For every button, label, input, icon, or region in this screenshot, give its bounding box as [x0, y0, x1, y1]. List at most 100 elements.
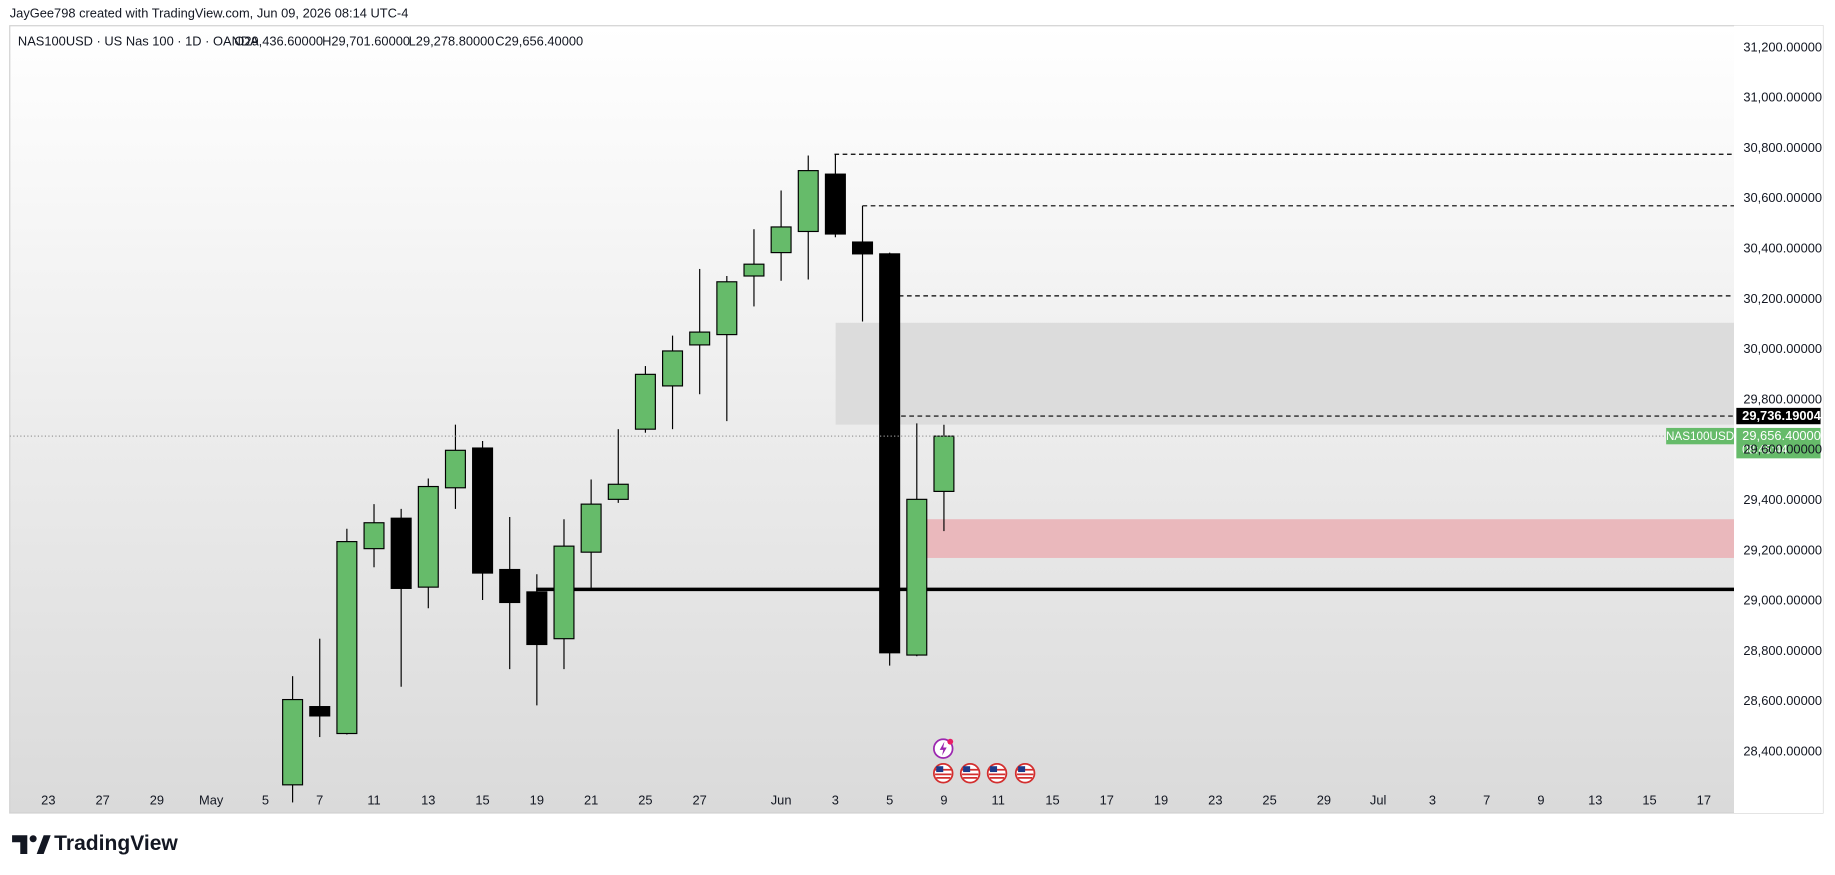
candle-body — [716, 281, 738, 336]
x-tick-label: Jun — [771, 793, 792, 808]
candle-body — [336, 541, 358, 735]
x-tick-label: 3 — [832, 793, 839, 808]
y-tick-label: 29,000.00000 — [1743, 593, 1822, 608]
y-tick-label: 30,800.00000 — [1743, 140, 1822, 155]
brand-name: TradingView — [54, 832, 178, 855]
candle-body — [282, 698, 304, 786]
x-tick-label: 19 — [1154, 793, 1168, 808]
x-tick-label: 25 — [638, 793, 652, 808]
candle-body — [472, 447, 494, 574]
x-tick-label: 23 — [1208, 793, 1222, 808]
candle-body — [607, 483, 629, 500]
x-tick-label: 15 — [1045, 793, 1059, 808]
y-tick-label: 31,200.00000 — [1743, 39, 1822, 54]
event-icons — [932, 738, 1036, 784]
x-tick-label: 27 — [95, 793, 109, 808]
candle-body — [879, 253, 901, 654]
flag-icon[interactable] — [986, 762, 1008, 784]
ohlc-value: L29,278.80000 — [409, 34, 495, 49]
candle-body — [797, 170, 819, 233]
price-label: 29,656.40000 — [1742, 428, 1821, 443]
logo-dot — [29, 835, 37, 843]
symbol-label: NAS100USD — [1666, 430, 1734, 443]
candle-body — [309, 706, 331, 717]
ohlc-value: H29,701.60000 — [322, 34, 410, 49]
flag-icon[interactable] — [959, 762, 981, 784]
candle-body — [689, 331, 711, 346]
y-tick-label: 30,000.00000 — [1743, 341, 1822, 356]
y-tick-label: 29,200.00000 — [1743, 542, 1822, 557]
candle-body — [553, 545, 575, 640]
candle-body — [444, 449, 466, 489]
x-tick-label: 17 — [1100, 793, 1114, 808]
x-tick-label: 9 — [940, 793, 947, 808]
x-tick-label: 9 — [1537, 793, 1544, 808]
candle-body — [363, 522, 385, 550]
event-glyph — [939, 741, 947, 756]
x-tick-label: Jul — [1370, 793, 1386, 808]
candle-body — [824, 173, 846, 235]
x-tick-label: 13 — [421, 793, 435, 808]
logo-mark — [36, 835, 51, 854]
x-tick-label: 19 — [530, 793, 544, 808]
event-dot — [947, 738, 954, 745]
y-tick-label: 28,400.00000 — [1743, 744, 1822, 759]
candle-body — [390, 517, 412, 589]
countdown: 08:45:44 — [1742, 443, 1788, 456]
x-tick-label: 11 — [367, 793, 380, 808]
x-tick-label: 5 — [886, 793, 893, 808]
y-tick-label: 29,400.00000 — [1743, 492, 1822, 507]
level-label: 29,736.19004 — [1742, 408, 1822, 423]
chart-title: NAS100USD · US Nas 100 · 1D · OANDA — [18, 34, 259, 49]
level-badge — [1736, 407, 1821, 425]
x-tick-label: 29 — [150, 793, 164, 808]
y-tick-label: 29,600.00000 — [1743, 442, 1822, 457]
x-tick-label: 15 — [1642, 793, 1656, 808]
flag-icon[interactable] — [932, 762, 954, 784]
y-tick-label: 30,200.00000 — [1743, 291, 1822, 306]
x-tick-label: 5 — [262, 793, 269, 808]
candle-body — [634, 373, 656, 430]
candle-body — [906, 498, 928, 656]
y-tick-label: 30,600.00000 — [1743, 190, 1822, 205]
symbol-badge — [1666, 427, 1735, 445]
logo-mark — [12, 835, 28, 854]
candle-body — [743, 263, 765, 277]
x-tick-label: May — [199, 793, 224, 808]
x-tick-label: 11 — [992, 793, 1005, 808]
ohlc-value: C29,656.40000 — [495, 34, 583, 49]
candle-body — [580, 503, 602, 553]
y-tick-label: 29,800.00000 — [1743, 391, 1822, 406]
y-tick-label: 31,000.00000 — [1743, 90, 1822, 105]
ohlc-value: O29,436.60000 — [234, 34, 323, 49]
x-tick-label: 17 — [1697, 793, 1711, 808]
x-tick-label: 15 — [475, 793, 489, 808]
y-tick-label: 28,800.00000 — [1743, 643, 1822, 658]
x-tick-label: 7 — [1483, 793, 1490, 808]
plot — [9, 153, 1735, 803]
candle-body — [851, 241, 874, 255]
candle-body — [417, 485, 439, 588]
price-badge — [1736, 427, 1821, 459]
x-tick-label: 23 — [41, 793, 55, 808]
x-tick-label: 3 — [1429, 793, 1436, 808]
x-tick-label: 21 — [584, 793, 598, 808]
candle-body — [526, 591, 548, 646]
brand-logo[interactable]: TradingView — [12, 832, 178, 855]
candle-body — [770, 226, 792, 254]
x-tick-label: 29 — [1317, 793, 1331, 808]
flag-icons — [932, 762, 1036, 784]
x-tick-label: 7 — [316, 793, 323, 808]
flag-icon[interactable] — [1014, 762, 1036, 784]
zone — [835, 322, 1735, 425]
x-tick-label: 13 — [1588, 793, 1602, 808]
candle-body — [662, 350, 684, 387]
candle-body — [933, 435, 955, 492]
x-tick-label: 25 — [1262, 793, 1276, 808]
y-tick-label: 30,400.00000 — [1743, 240, 1822, 255]
zone — [906, 519, 1735, 558]
x-tick-label: 27 — [693, 793, 707, 808]
